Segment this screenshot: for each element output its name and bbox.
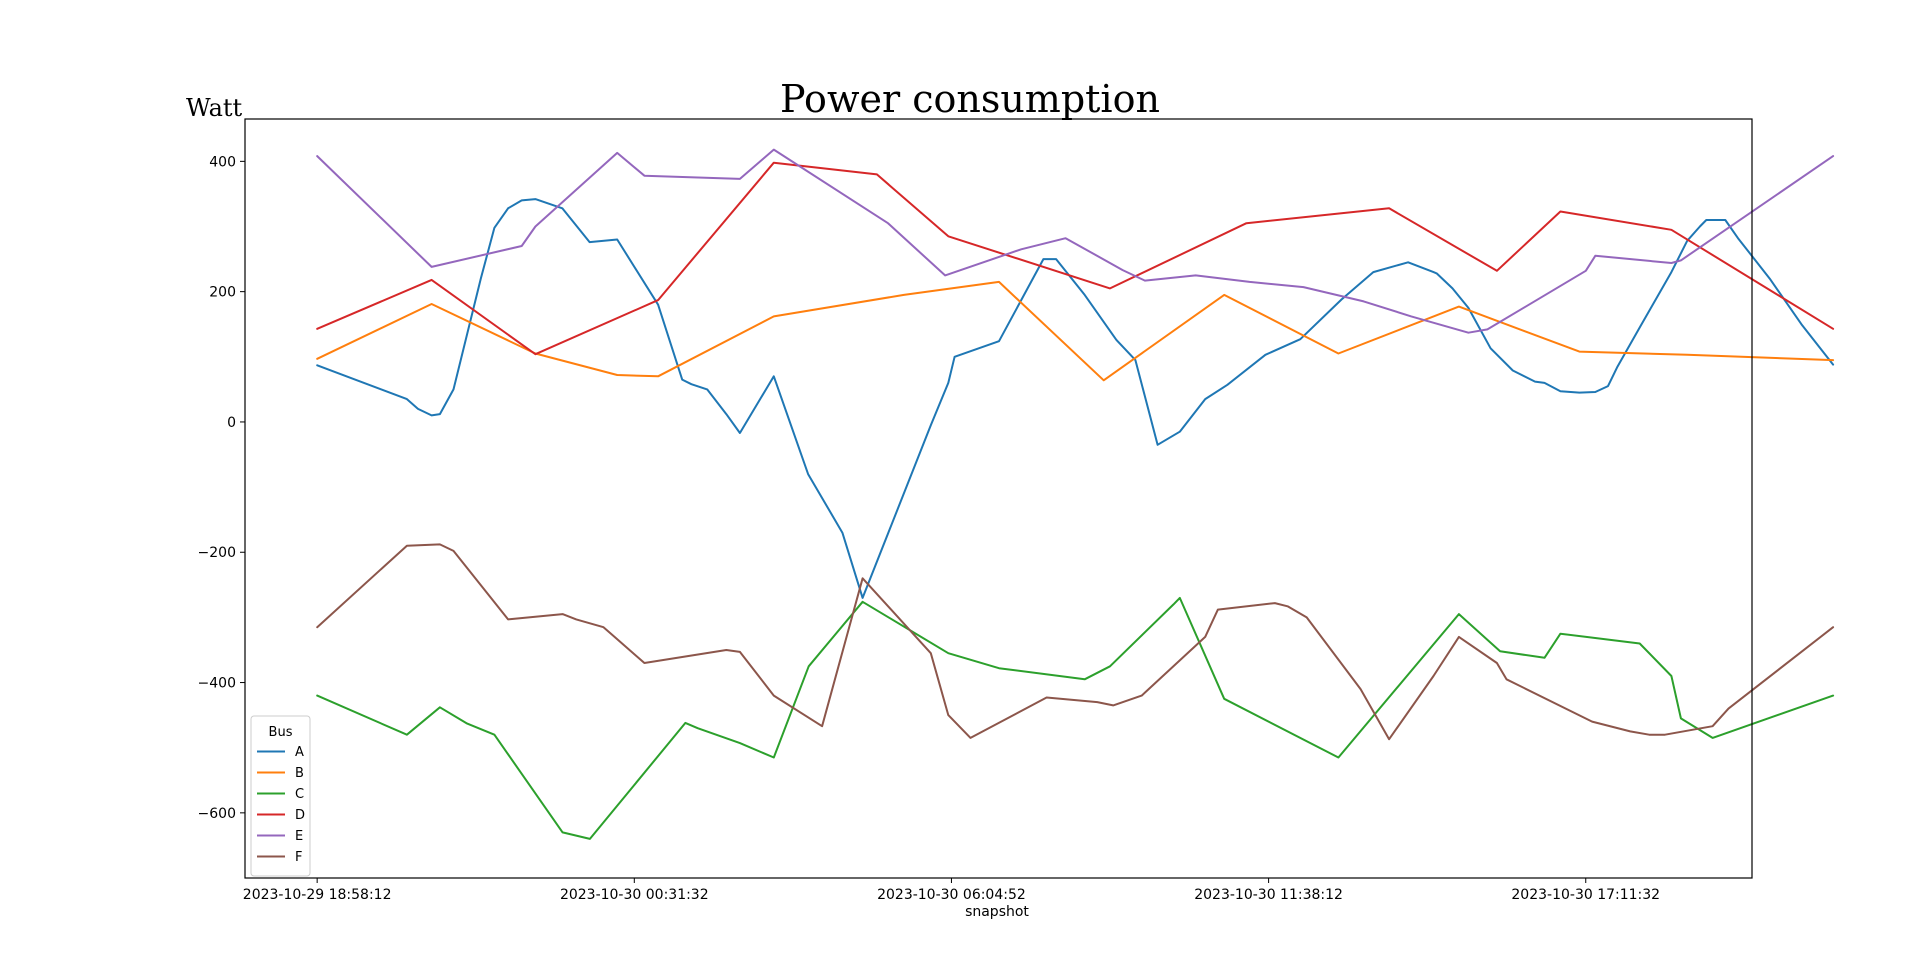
y-unit-label: Watt — [186, 94, 243, 122]
plot-frame — [244, 118, 1753, 879]
series-line-e — [316, 148, 1835, 334]
x-axis-label: snapshot — [965, 904, 1029, 920]
axes: 400 200 0 −200 −400 −600 2023-10-29 18:58:12 20… — [198, 154, 1661, 903]
series-line-f — [316, 543, 1835, 741]
series-line-a — [316, 198, 1835, 599]
y-tick-label: −200 — [198, 545, 236, 561]
legend-label-c: C — [295, 787, 304, 802]
y-tick-label: 0 — [227, 415, 236, 431]
legend-label-b: B — [295, 766, 304, 781]
plot-area — [316, 148, 1835, 840]
y-tick-label: 200 — [209, 285, 236, 301]
legend-label-a: A — [295, 745, 304, 760]
x-tick-label: 2023-10-30 17:11:32 — [1511, 887, 1660, 903]
y-tick-label: −400 — [198, 676, 236, 692]
x-tick-label: 2023-10-30 11:38:12 — [1194, 887, 1343, 903]
legend-label-f: F — [295, 850, 302, 865]
y-tick-label: −600 — [198, 806, 236, 822]
chart-title: Power consumption — [780, 77, 1160, 121]
x-tick-label: 2023-10-30 00:31:32 — [560, 887, 709, 903]
x-tick-label: 2023-10-29 18:58:12 — [243, 887, 392, 903]
series-line-b — [316, 280, 1835, 382]
y-tick-label: 400 — [209, 154, 236, 170]
series-line-c — [316, 596, 1835, 840]
legend-label-e: E — [295, 829, 303, 844]
x-tick-label: 2023-10-30 06:04:52 — [877, 887, 1026, 903]
legend-title: Bus — [269, 725, 293, 740]
legend-label-d: D — [295, 808, 305, 823]
series-line-d — [316, 161, 1835, 356]
